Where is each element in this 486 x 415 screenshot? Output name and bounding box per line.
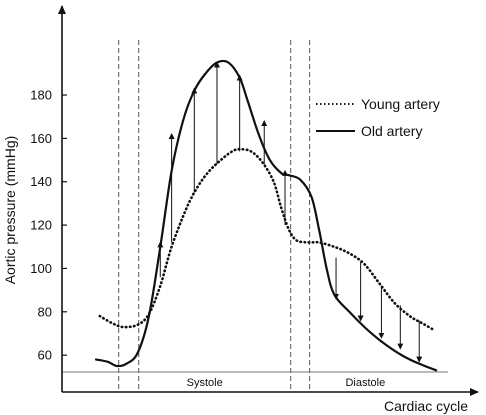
phase-label-systole: Systole [187, 377, 223, 389]
y-tick-label-60: 60 [38, 348, 52, 363]
phase-label-diastole: Diastole [345, 377, 385, 389]
y-axis-ticks: 60 80 100 120 140 160 180 [30, 88, 67, 363]
phase-markers [118, 40, 311, 392]
y-tick-label-120: 120 [30, 218, 52, 233]
y-axis-title: Aortic pressure (mmHg) [2, 136, 18, 285]
legend-label-old: Old artery [361, 123, 422, 139]
series-line-young-artery [98, 147, 434, 331]
series-lines [94, 59, 438, 372]
y-tick-label-100: 100 [30, 261, 52, 276]
y-tick-label-180: 180 [30, 88, 52, 103]
legend-label-young: Young artery [361, 96, 440, 112]
phase-band: Systole Diastole [62, 371, 448, 389]
y-tick-label-160: 160 [30, 131, 52, 146]
series-line-old-artery [94, 59, 438, 372]
y-tick-label-80: 80 [38, 304, 52, 319]
x-axis-title: Cardiac cycle [384, 398, 468, 414]
legend: Young artery Old artery [316, 96, 440, 139]
y-tick-label-140: 140 [30, 174, 52, 189]
